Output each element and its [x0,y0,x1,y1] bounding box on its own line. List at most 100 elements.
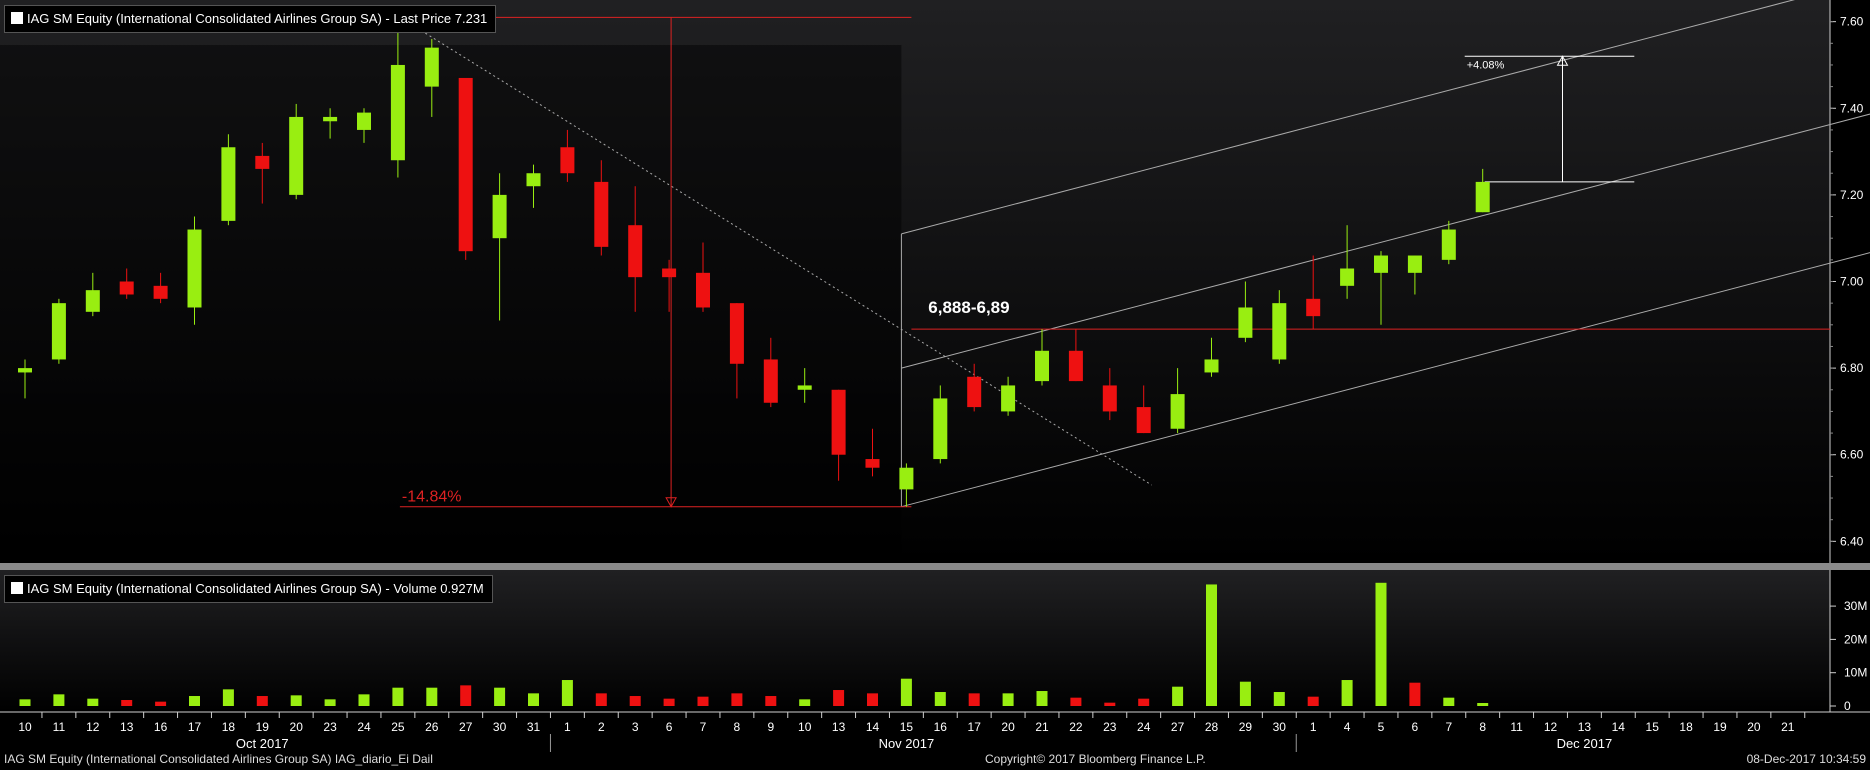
volume-bar [222,689,234,706]
volume-bar [426,687,438,706]
time-tick-label: 14 [1612,720,1626,734]
candle-body [1475,181,1490,213]
time-tick-label: 17 [968,720,982,734]
volume-tick-label: 30M [1844,599,1867,613]
candle-body [85,290,100,312]
time-tick-label: 21 [1781,720,1795,734]
volume-legend-text: IAG SM Equity (International Consolidate… [27,581,484,596]
volume-bar [697,696,709,706]
volume-bar [290,695,302,706]
volume-tick-label: 10M [1844,666,1867,680]
time-tick-label: 17 [188,720,202,734]
footer-left: IAG SM Equity (International Consolidate… [4,752,433,766]
candle-body [696,272,710,308]
candle-body [831,389,846,455]
volume-bar [968,693,980,706]
volume-bar [1409,682,1421,706]
channel-mid-line [901,113,1870,369]
volume-bar [1341,680,1353,706]
time-tick-label: 28 [1205,720,1219,734]
volume-bar [1002,693,1014,706]
candle-body [1001,385,1016,412]
shade-region [0,45,902,563]
legend-swatch [11,582,23,594]
price-legend: IAG SM Equity (International Consolidate… [4,5,497,33]
time-tick-label: 8 [734,720,741,734]
time-tick-label: 16 [154,720,168,734]
candle-body [1238,307,1253,338]
time-tick-label: 19 [1713,720,1727,734]
candle-body [492,194,507,239]
decline-label: -14.84% [402,489,462,506]
panel-separator [0,563,1870,570]
month-label: Nov 2017 [879,736,935,751]
volume-bar [1036,691,1048,706]
time-tick-label: 6 [1412,720,1419,734]
candle-body [357,112,371,130]
time-tick-label: 25 [391,720,405,734]
candle-body [424,47,439,87]
volume-bar [1172,686,1184,706]
time-tick-label: 20 [290,720,304,734]
candle-body [933,398,948,460]
month-label: Oct 2017 [236,736,289,751]
time-tick-label: 5 [1378,720,1385,734]
time-tick-label: 8 [1479,720,1486,734]
candle-body [526,173,541,187]
price-tick-label: 7.60 [1840,15,1864,29]
time-tick-label: 18 [222,720,236,734]
volume-bar [358,694,370,706]
time-tick-label: 10 [18,720,32,734]
candle-body [289,116,304,195]
volume-bar [155,701,167,706]
footer-center: Copyright© 2017 Bloomberg Finance L.P. [985,752,1206,766]
time-tick-label: 7 [1445,720,1452,734]
volume-bar [663,698,675,706]
footer-right: 08-Dec-2017 10:34:59 [1746,752,1866,766]
volume-bar [1273,692,1285,706]
time-tick-label: 23 [323,720,337,734]
time-tick-label: 15 [900,720,914,734]
volume-bar [731,693,743,706]
time-tick-label: 31 [527,720,541,734]
candle-body [967,376,982,408]
candle-body [458,77,473,252]
volume-bar [1138,698,1150,706]
time-tick-label: 19 [256,720,270,734]
time-tick-label: 1 [1310,720,1317,734]
candle-body [865,459,880,468]
time-tick-label: 18 [1679,720,1693,734]
price-tick-label: 7.00 [1840,275,1864,289]
candle-body [1340,268,1355,286]
channel-upper-line [901,0,1796,235]
time-tick-label: 30 [1273,720,1287,734]
candle-body [1035,350,1049,382]
price-panel-bg [0,0,1830,563]
time-tick-label: 7 [700,720,707,734]
time-tick-label: 3 [632,720,639,734]
time-tick-label: 12 [86,720,100,734]
candle-body [628,225,643,278]
candle-body [1102,385,1117,412]
volume-bar [629,696,641,706]
candle-body [560,147,575,174]
candle-body [1272,303,1287,360]
time-tick-label: 16 [934,720,948,734]
volume-bar [87,698,99,706]
time-tick-label: 26 [425,720,439,734]
time-tick-label: 6 [666,720,673,734]
time-tick-label: 13 [1578,720,1592,734]
volume-bar [460,685,472,706]
candle-body [1170,394,1185,429]
candle-body [390,64,405,161]
time-tick-label: 15 [1646,720,1660,734]
volume-bar [765,696,777,706]
volume-bar [53,694,65,706]
candle-body [1068,350,1083,382]
volume-bar [561,680,573,706]
time-tick-label: 10 [798,720,812,734]
candle-body [797,385,812,390]
gain-arrow [1556,55,1569,66]
candle-body [729,303,744,364]
time-tick-label: 9 [767,720,774,734]
